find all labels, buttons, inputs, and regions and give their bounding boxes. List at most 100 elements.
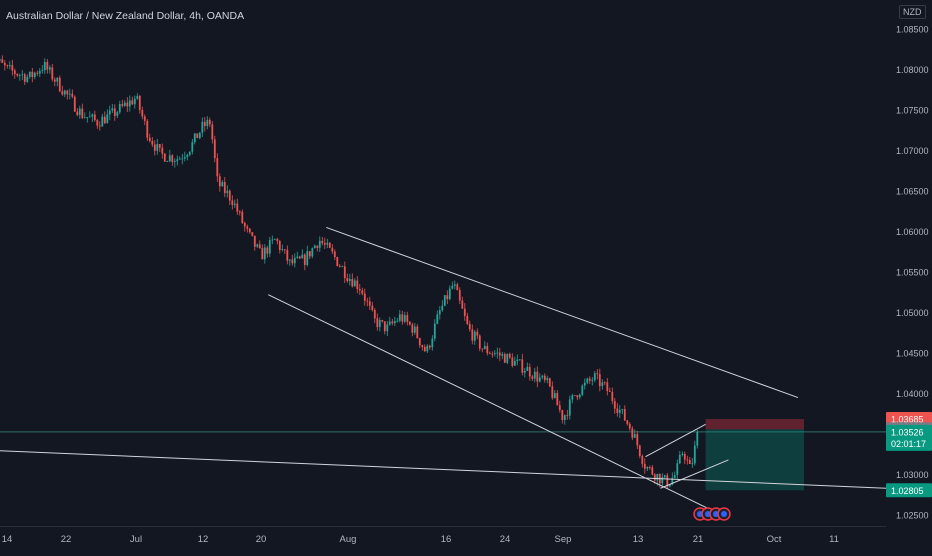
candle-body [578,394,581,398]
candle-body [341,266,344,268]
candle-body [538,377,541,382]
candle-body [306,251,309,265]
candle-body [678,454,681,464]
candle-body [573,395,576,397]
candle-body [653,474,656,481]
candle-body [96,120,99,126]
x-tick-label: Jul [130,534,142,545]
candle-body [561,410,564,420]
candle-body [583,382,586,386]
price-axis[interactable]: 1.08500 1.08000 1.07500 1.07000 1.06500 1.060… [886,0,932,526]
candle-body [183,156,186,159]
candle-body [346,278,349,281]
candle-body [628,423,631,429]
candle-body [278,241,281,251]
candle-body [228,190,231,201]
candle-body [488,353,491,354]
candle-body [546,378,549,381]
candle-body [468,323,471,330]
candle-body [641,456,644,464]
candle-body [88,116,91,118]
candle-body [163,153,166,162]
price-label[interactable]: 1.02805 [886,483,932,498]
candle-body [46,61,49,70]
candle-body [51,67,54,80]
x-tick-label: 20 [256,534,267,545]
candle-body [571,395,574,400]
candle-body [3,62,6,66]
candle-body [611,391,614,402]
trendline-wedge-lower[interactable] [660,459,729,489]
currency-button[interactable]: NZD [899,5,926,19]
candle-body [666,475,669,487]
candle-body [236,203,239,212]
candle-body [401,314,404,322]
candle-body [618,409,621,413]
candle-body [58,77,61,92]
y-tick-label: 1.06500 [896,187,929,197]
trendline-wedge-upper[interactable] [645,423,706,458]
candle-body [633,434,636,438]
candle-body [68,93,71,95]
time-axis[interactable]: 14 22 Jul 12 20 Aug 16 24 Sep 13 21 Oct 11 [0,526,886,551]
candle-body [61,91,64,95]
candle-body [473,331,476,341]
candle-body [511,357,514,366]
candle-body [453,284,456,286]
candle-body [331,247,334,252]
candle-body [623,409,626,421]
candle-body [403,315,406,322]
candle-body [601,382,604,387]
candle-body [608,391,611,392]
candle-body [276,239,279,242]
candle-body [21,74,24,76]
candle-body [8,65,11,66]
candle-body [293,257,296,264]
price-scale[interactable]: 1.08500 1.08000 1.07500 1.07000 1.06500 1.060… [886,0,932,526]
trendline-channel-lower[interactable] [268,294,714,512]
y-tick-label: 1.04500 [896,349,929,359]
x-tick-label: 11 [829,534,839,545]
candle-body [596,373,599,375]
x-tick-label: 14 [2,534,13,545]
candle-body [516,359,519,361]
candle-body [78,108,81,115]
price-chart[interactable] [0,0,932,526]
candle-body [481,348,484,350]
candle-body [131,100,134,105]
candle-body [636,434,639,446]
candle-body [28,71,31,77]
countdown-text: 02:01:17 [891,439,926,449]
trendline-channel-upper[interactable] [326,226,799,399]
candle-body [106,114,109,124]
candle-body [181,158,184,160]
candle-body [38,70,41,74]
chart-area[interactable]: Australian Dollar / New Zealand Dollar, … [0,0,932,526]
candle-body [223,182,226,194]
candle-body [318,240,321,248]
candle-body [246,226,249,229]
candle-body [116,112,119,116]
candle-body [193,133,196,143]
candle-body [661,477,664,484]
candle-body [523,371,526,373]
candle-body [568,399,571,416]
candle-body [188,151,191,155]
candle-body [266,247,269,254]
time-scale[interactable]: 14 22 Jul 12 20 Aug 16 24 Sep 13 21 Oct 11 [0,527,886,551]
trendline-support[interactable] [0,450,932,491]
candle-body [128,100,131,107]
candle-body [93,114,96,121]
candle-body [598,374,601,387]
x-tick-label: 21 [693,534,704,545]
symbol-title[interactable]: Australian Dollar / New Zealand Dollar, … [6,10,245,22]
candle-body [446,295,449,300]
candle-body [91,114,94,117]
candle-body [361,290,364,294]
target-zone[interactable] [705,429,804,491]
candle-body [108,110,111,115]
candle-body [211,124,214,140]
price-label[interactable]: 1.03526 02:01:17 [886,424,932,451]
y-tick-label: 1.02500 [896,511,929,521]
stop-zone[interactable] [705,419,804,430]
